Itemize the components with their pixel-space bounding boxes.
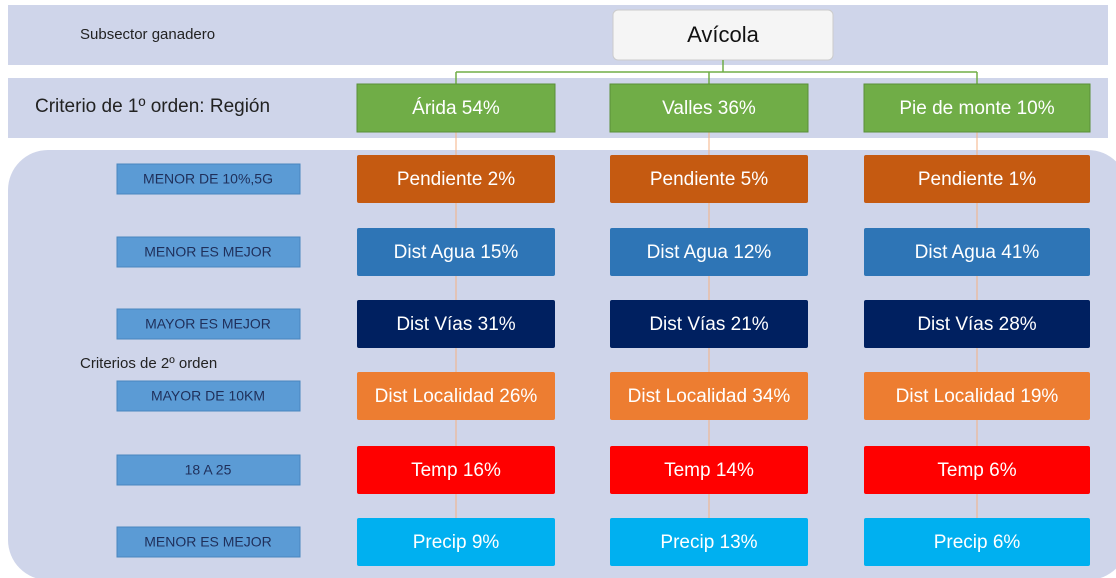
criterion-node	[357, 300, 555, 348]
rule-box	[116, 454, 301, 486]
rule-box	[116, 526, 301, 558]
rule-label: MENOR ES MEJOR	[144, 534, 272, 550]
region-node	[863, 83, 1091, 133]
subsector-label: Subsector ganadero	[80, 26, 215, 43]
criterion-node	[610, 372, 808, 420]
criterion-label: Precip 9%	[413, 532, 500, 553]
criterion-label: Dist Localidad 19%	[896, 386, 1059, 407]
criterion-label: Dist Agua 12%	[647, 242, 772, 263]
criterion-node	[864, 446, 1090, 494]
rule-label: MAYOR DE 10KM	[151, 388, 265, 404]
criterion-node	[357, 372, 555, 420]
criterion-node	[864, 155, 1090, 203]
criterion-label: Dist Localidad 26%	[375, 386, 538, 407]
criterion-node	[357, 518, 555, 566]
root-label: Avícola	[687, 22, 760, 47]
criterion-label: Dist Vías 28%	[917, 314, 1036, 335]
subsector-band	[8, 5, 1108, 65]
region-label: Valles 36%	[662, 98, 756, 119]
region-label: Árida 54%	[412, 98, 500, 119]
criterion-label: Precip 13%	[660, 532, 757, 553]
criterion-label: Pendiente 5%	[650, 169, 768, 190]
rule-label: MENOR ES MEJOR	[144, 244, 272, 260]
region-node	[609, 83, 809, 133]
criterion-node	[610, 155, 808, 203]
criterion-label: Dist Agua 15%	[394, 242, 519, 263]
rule-label: MENOR DE 10%,5G	[143, 171, 273, 187]
region-label: Pie de monte 10%	[899, 98, 1054, 119]
criterion-node	[610, 300, 808, 348]
criterion-node	[610, 228, 808, 276]
criterion-node	[864, 518, 1090, 566]
criterion-node	[610, 446, 808, 494]
rule-box	[116, 163, 301, 195]
criterion-label: Dist Localidad 34%	[628, 386, 791, 407]
rule-label: 18 A 25	[185, 462, 232, 478]
criterion-node	[864, 228, 1090, 276]
rule-box	[116, 308, 301, 340]
criterion-label: Temp 6%	[937, 460, 1016, 481]
criterion-label: Temp 16%	[411, 460, 501, 481]
criterion-label: Pendiente 2%	[397, 169, 515, 190]
criterion-label: Dist Vías 31%	[396, 314, 515, 335]
criterion-node	[357, 155, 555, 203]
criterion-node	[357, 446, 555, 494]
region-node	[356, 83, 556, 133]
criterion-label: Pendiente 1%	[918, 169, 1036, 190]
criterion-label: Precip 6%	[934, 532, 1021, 553]
criterion-node	[864, 372, 1090, 420]
rule-box	[116, 380, 301, 412]
criterion-node	[357, 228, 555, 276]
first-order-label: Criterio de 1º orden: Región	[35, 96, 270, 117]
criterion-label: Temp 14%	[664, 460, 754, 481]
rule-box	[116, 236, 301, 268]
criterion-node	[610, 518, 808, 566]
rule-label: MAYOR ES MEJOR	[145, 316, 271, 332]
criterion-label: Dist Agua 41%	[915, 242, 1040, 263]
second-order-label: Criterios de 2º orden	[80, 355, 217, 372]
criterion-label: Dist Vías 21%	[649, 314, 768, 335]
criterion-node	[864, 300, 1090, 348]
